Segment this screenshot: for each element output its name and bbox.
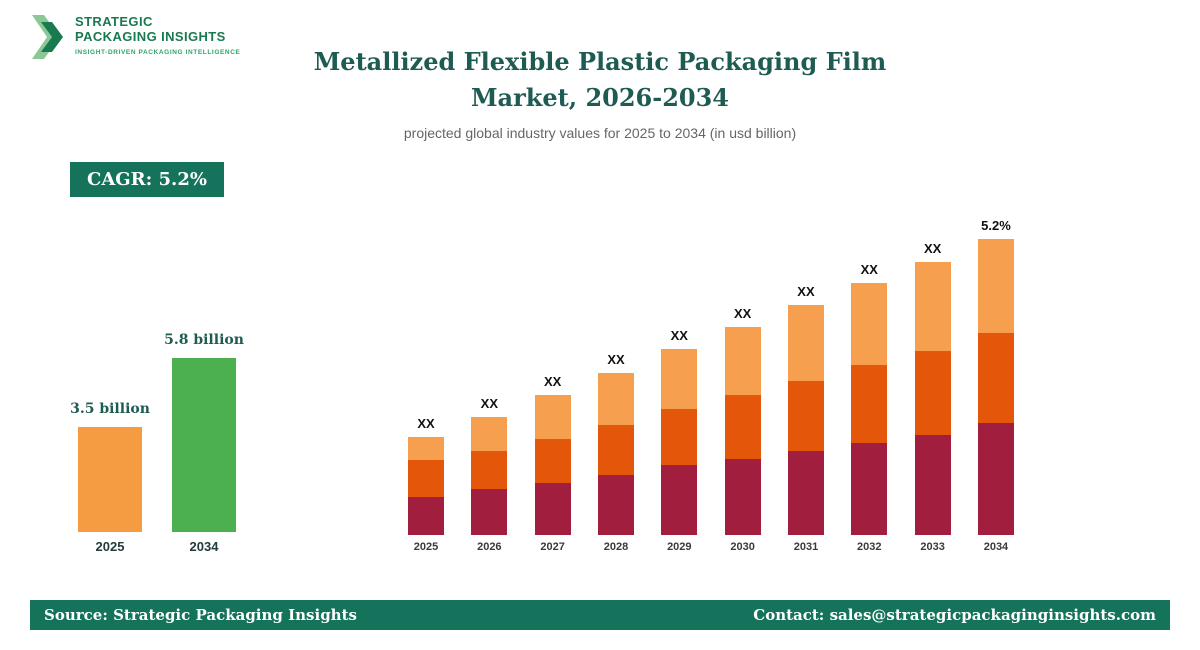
comparison-chart-columns: 3.5 billion 5.8 billion (70, 320, 268, 532)
bar-column-2034: 5.8 billion (164, 332, 244, 532)
bar-segment-middle (471, 451, 508, 489)
cagr-badge: CAGR: 5.2% (70, 162, 224, 197)
bar-segment-middle (724, 395, 761, 459)
x-tick-label: 2034 (189, 539, 219, 554)
bar-segment-middle (851, 365, 888, 443)
bar-value-label: XX (480, 396, 498, 411)
stacked-bar-column-2029: XX (661, 328, 698, 535)
bar-value-label: 5.8 billion (164, 332, 244, 348)
x-tick-label: 2030 (730, 541, 755, 553)
bar-segment-top (534, 395, 571, 439)
bar-2034 (172, 358, 236, 532)
x-tick-label: 2026 (477, 541, 502, 553)
page-title-line1: Metallized Flexible Plastic Packaging Fi… (313, 47, 887, 76)
bar-segment-top (471, 417, 508, 451)
bar-value-label: XX (733, 306, 752, 321)
bar-value-label: XX (607, 352, 625, 367)
brand-name-line1: STRATEGIC (75, 14, 153, 29)
brand-logo: STRATEGIC PACKAGING INSIGHTS INSIGHT-DRI… (32, 14, 240, 65)
bar-segment-top (661, 349, 698, 409)
bar-value-label: XX (860, 262, 878, 277)
x-tick-label: 2033 (920, 541, 945, 553)
comparison-chart-years: 2025 2034 (78, 539, 268, 554)
stacked-bar-column-2034: 5.2% (977, 218, 1014, 535)
x-tick-label: 2028 (603, 541, 629, 553)
bar-value-label: XX (923, 241, 942, 256)
brand-tagline: INSIGHT-DRIVEN PACKAGING INTELLIGENCE (75, 49, 241, 56)
bar-segment-top (787, 305, 824, 381)
bar-segment-bottom (787, 451, 824, 535)
stacked-chart-years: 2025 2026 2027 2028 2029 2030 2031 2032 2033 2034 (408, 541, 1014, 553)
chevron-logo-icon (32, 14, 66, 65)
footer-bar: Source: Strategic Packaging Insights Con… (30, 600, 1170, 630)
bar-segment-bottom (471, 489, 508, 535)
bar-column-2025: 3.5 billion (70, 401, 150, 532)
bar-value-label: 3.5 billion (70, 401, 150, 417)
stacked-bar-2030 (724, 327, 761, 535)
bar-segment-bottom (977, 423, 1014, 535)
bar-segment-bottom (597, 475, 634, 535)
bar-segment-top (597, 373, 634, 425)
bar-segment-top (724, 327, 761, 395)
stacked-bar-2032 (851, 283, 888, 535)
bar-segment-middle (661, 409, 698, 465)
bar-segment-bottom (534, 483, 571, 535)
stacked-bar-2025 (408, 437, 444, 535)
bar-segment-middle (787, 381, 824, 451)
stacked-bar-column-2025: XX (408, 416, 444, 535)
stacked-bar-column-2030: XX (724, 306, 761, 535)
bar-segment-top (851, 283, 888, 365)
bar-segment-top (977, 239, 1014, 333)
stacked-bar-column-2026: XX (471, 396, 508, 535)
stacked-bar-2031 (787, 305, 824, 535)
stacked-bar-2033 (914, 262, 951, 535)
bar-segment-middle (408, 460, 444, 497)
x-tick-label: 2029 (667, 541, 692, 553)
x-tick-label: 2032 (857, 541, 882, 553)
bar-segment-middle (977, 333, 1014, 423)
stacked-bar-2028 (597, 373, 634, 535)
page-subtitle: projected global industry values for 202… (403, 125, 797, 141)
x-tick-label: 2025 (413, 541, 439, 553)
bar-value-label: XX (417, 416, 435, 431)
bar-2025 (78, 427, 142, 532)
bar-value-label: XX (797, 284, 815, 299)
bar-value-label: 5.2% (981, 218, 1011, 233)
bar-segment-middle (597, 425, 634, 475)
bar-segment-middle (914, 351, 951, 435)
stacked-bar-column-2031: XX (787, 284, 824, 535)
stacked-chart: XX XX XX XX XX XX XX XX XX 5.2% 2025 2026 2027 2028 2… (408, 205, 1014, 553)
bar-value-label: XX (543, 374, 562, 389)
bar-segment-bottom (408, 497, 444, 535)
x-tick-label: 2025 (95, 539, 125, 554)
bar-segment-bottom (661, 465, 698, 535)
x-tick-label: 2031 (793, 541, 819, 553)
bar-segment-top (914, 262, 951, 351)
stacked-bar-column-2027: XX (534, 374, 571, 535)
page-title-line2: Market, 2026-2034 (470, 83, 729, 112)
stacked-bar-column-2028: XX (597, 352, 634, 535)
footer-contact: Contact: sales@strategicpackaginginsight… (753, 606, 1156, 624)
bar-value-label: XX (670, 328, 688, 343)
title-block: Metallized Flexible Plastic Packaging Fi… (0, 44, 1200, 141)
bar-segment-middle (534, 439, 571, 483)
footer-source: Source: Strategic Packaging Insights (44, 606, 357, 624)
bar-segment-top (408, 437, 444, 460)
comparison-chart: 3.5 billion 5.8 billion 2025 2034 (70, 320, 268, 554)
bar-segment-bottom (914, 435, 951, 535)
brand-name-line2: PACKAGING INSIGHTS (75, 29, 226, 44)
stacked-bar-column-2032: XX (851, 262, 888, 535)
stacked-chart-columns: XX XX XX XX XX XX XX XX XX 5.2% (408, 205, 1014, 535)
bar-segment-bottom (851, 443, 888, 535)
x-tick-label: 2027 (540, 541, 565, 553)
stacked-bar-2026 (471, 417, 508, 535)
bar-segment-bottom (724, 459, 761, 535)
stacked-bar-2027 (534, 395, 571, 535)
brand-name: STRATEGIC PACKAGING INSIGHTS INSIGHT-DRI… (75, 14, 240, 56)
x-tick-label: 2034 (983, 541, 1009, 553)
stacked-bar-2029 (661, 349, 698, 535)
stacked-bar-2034 (977, 239, 1014, 535)
stacked-bar-column-2033: XX (914, 241, 951, 535)
